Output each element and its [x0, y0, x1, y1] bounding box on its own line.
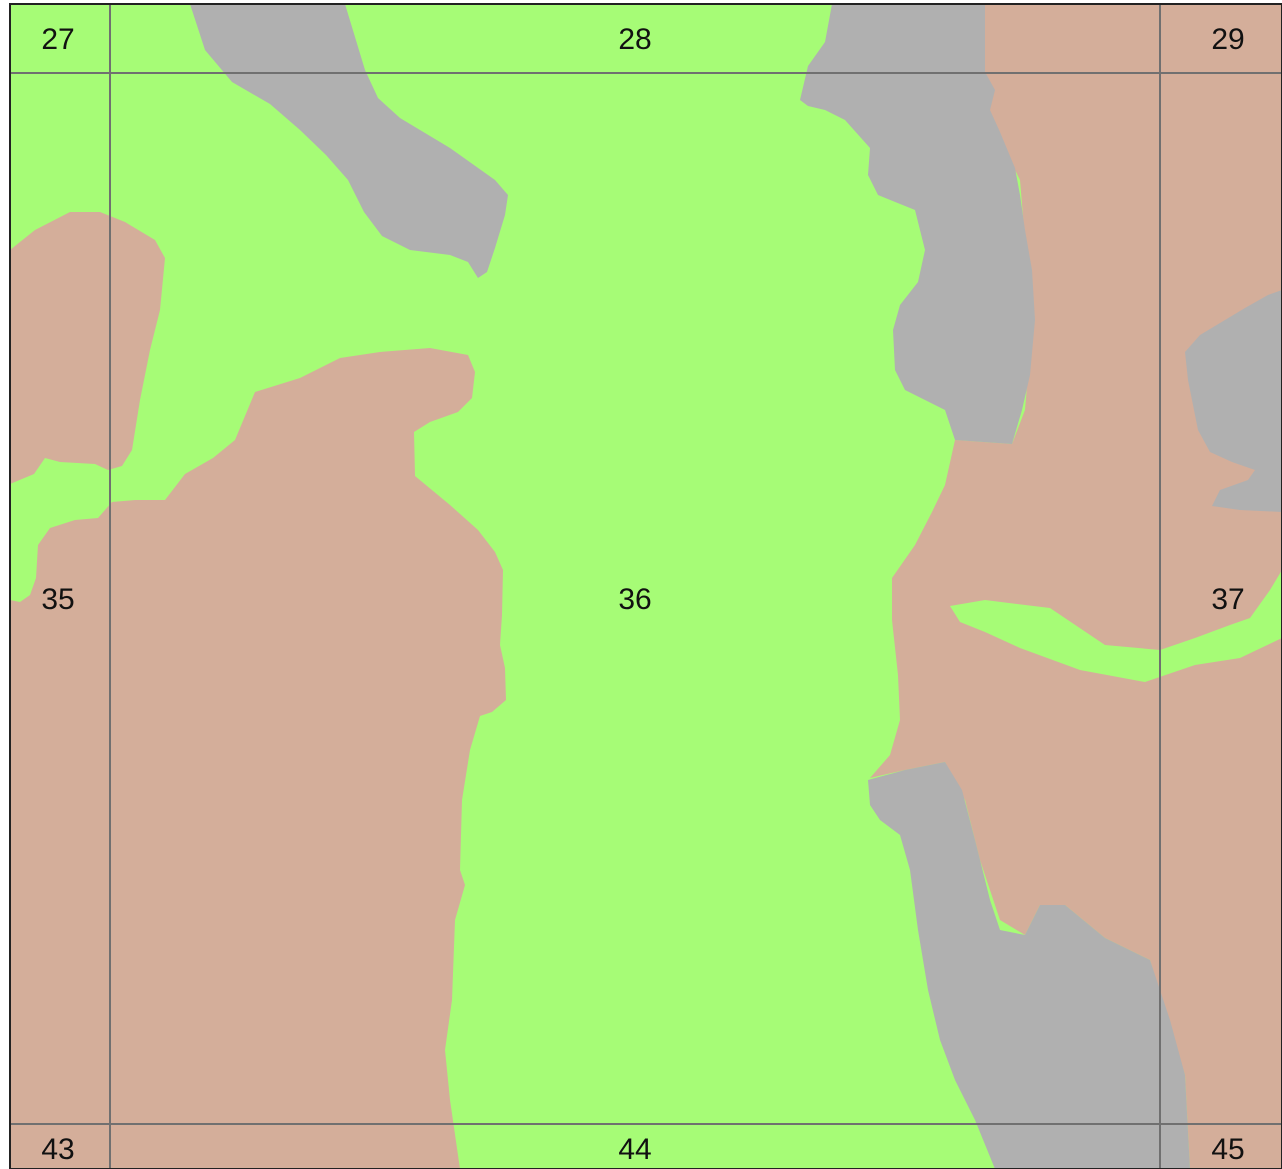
section-label-45: 45 — [1211, 1133, 1244, 1166]
section-label-44: 44 — [618, 1133, 651, 1166]
section-label-29: 29 — [1211, 23, 1244, 56]
section-label-37: 37 — [1211, 583, 1244, 616]
tan-area-right — [870, 4, 1282, 1169]
section-label-28: 28 — [618, 23, 651, 56]
section-label-36: 36 — [618, 583, 651, 616]
map-frame — [9, 3, 1282, 1169]
section-label-35: 35 — [41, 583, 74, 616]
gray-area-top-right — [800, 4, 1035, 444]
section-label-27: 27 — [41, 23, 74, 56]
tan-area-left — [10, 348, 506, 1169]
section-label-43: 43 — [41, 1133, 74, 1166]
gray-area-right-edge — [1185, 290, 1282, 512]
tan-area-upper-left — [10, 212, 165, 484]
gray-area-bottom-right — [868, 762, 1190, 1169]
green-strip-right — [950, 570, 1282, 682]
section-grid — [10, 4, 1282, 1169]
